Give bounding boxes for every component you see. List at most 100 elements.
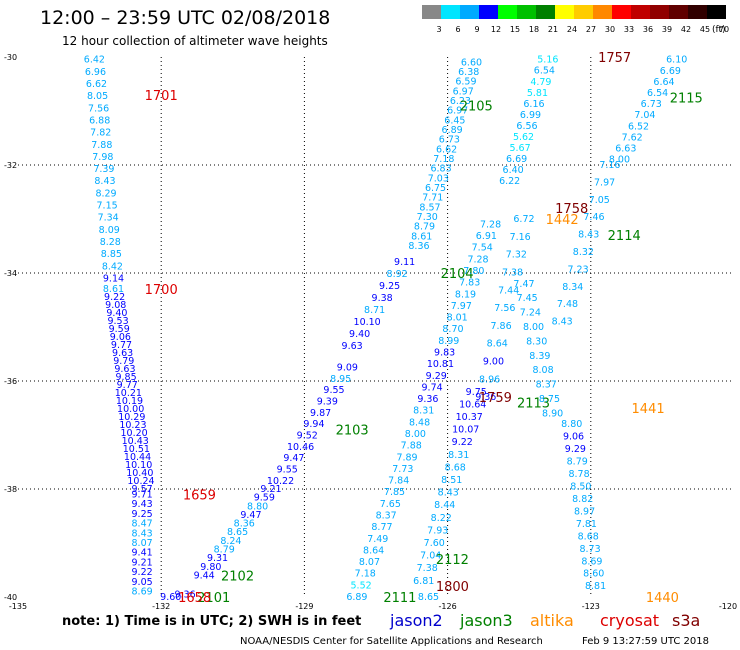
swh-value: 8.96 [479,374,500,385]
swh-value: 5.67 [509,143,530,154]
colorbar-swatch [574,5,593,19]
swh-value: 8.42 [102,261,123,272]
swh-value: 9.22 [104,292,125,303]
swh-value: 7.88 [401,441,422,452]
swh-value: 9.06 [110,332,131,343]
swh-value: 9.36 [475,392,496,403]
legend-s3a: s3a [672,611,700,630]
swh-value: 7.60 [424,538,445,549]
colorbar-swatch [422,5,441,19]
swh-value: 9.44 [194,570,215,581]
x-tick-label: -123 [582,602,600,611]
swh-value: 6.54 [534,66,555,77]
swh-value: 8.75 [539,394,560,405]
swh-value: 8.00 [609,155,630,166]
colorbar-swatch [707,5,726,19]
swh-value: 8.79 [214,544,235,555]
swh-value: 6.75 [425,183,446,194]
swh-value: 8.47 [132,519,153,530]
swh-value: 8.30 [526,336,547,347]
colorbar-label: 33 [624,25,634,34]
swh-value: 9.47 [283,453,304,464]
chart-title: 12:00 – 23:59 UTC 02/08/2018 [40,7,330,29]
swh-value: 6.89 [442,125,463,136]
swh-value: 7.83 [459,278,480,289]
pass-time-label: 2113 [517,397,550,412]
colorbar-label: 45 [700,25,710,34]
swh-value: 8.65 [227,527,248,538]
swh-value: 9.77 [117,380,138,391]
swh-value: 7.73 [392,464,413,475]
swh-value: 9.40 [349,329,370,340]
swh-value: 9.31 [207,553,228,564]
swh-value: 7.80 [463,266,484,277]
x-tick-label: -126 [439,602,457,611]
swh-value: 6.59 [455,77,476,88]
swh-value: 6.54 [647,88,668,99]
track-jason3-2112: 6.81 7.387.04 7.60 7.938.22 8.448.43 8.51 8.68… [413,387,487,587]
pass-time-label: 2111 [383,591,416,606]
colorbar-label: 24 [567,25,577,34]
swh-value: 7.04 [634,110,655,121]
swh-value: 7.97 [451,301,472,312]
swh-value: 7.28 [480,219,501,230]
swh-value: 7.97 [594,177,615,188]
pass-time-label: 1759 [479,391,512,406]
swh-value: 10.10 [354,317,381,328]
swh-value: 8.51 [441,475,462,486]
swh-value: 7.84 [388,476,409,487]
colorbar-label: 27 [586,25,596,34]
pass-time-label: 1658 [178,591,211,606]
pass-time-label: 1659 [183,488,216,503]
swh-value: 8.50 [570,482,591,493]
swh-value: 9.59 [109,324,130,335]
swh-value: 8.80 [561,419,582,430]
swh-value: 8.82 [572,494,593,505]
y-tick-label: -38 [4,485,17,494]
swh-value: 9.38 [372,293,393,304]
swh-value: 8.00 [405,429,426,440]
swh-value: 10.23 [119,420,146,431]
pass-time-label: 2115 [670,92,703,107]
plot-area: -30 -32 -34 -36 -38 -40-135 -132 -129 -126 -123 -1… [4,51,737,611]
swh-value: 7.65 [380,499,401,510]
swh-value: 8.95 [330,374,351,385]
colorbar-unit: (ft) [712,25,726,35]
colorbar-swatch [650,5,669,19]
track-s3a-1759: 8.80 9.069.29 8.798.78 8.508.828.97 7.818.68… [479,391,606,592]
colorbar-label: 6 [455,25,460,34]
swh-value: 8.79 [414,222,435,233]
pass-time-label: 1800 [436,580,469,595]
swh-value: 9.63 [342,341,363,352]
track-cryosat-1659: 9.719.439.258.478.438.079.419.219.229.05… [132,488,216,597]
colorbar-swatch [517,5,536,19]
swh-value: 6.89 [346,592,367,603]
track-s3a-1758: 7.47 7.45 7.24 8.00 8.30 8.39 8.08 8.37 8.75 8.90… [513,202,588,419]
x-tick-label: -132 [152,602,170,611]
swh-value: 8.08 [532,365,553,376]
legend-jason2: jason2 [389,611,443,630]
swh-value: 8.28 [100,237,121,248]
colorbar-label: 15 [510,25,520,34]
swh-value: 6.10 [666,55,687,66]
swh-value: 8.34 [562,282,583,293]
track-altika-1440: 1440 [646,591,679,606]
swh-value: 8.85 [101,249,122,260]
pass-time-label: 2112 [436,553,469,568]
swh-value: 8.07 [359,557,380,568]
x-tick-label: -129 [295,602,313,611]
swh-value: 10.64 [459,399,486,410]
swh-value: 6.96 [85,67,106,78]
swh-value: 9.83 [434,347,455,358]
swh-value: 8.22 [431,513,452,524]
swh-value: 7.04 [420,551,441,562]
swh-value: 8.36 [234,519,255,530]
colorbar-label: 36 [643,25,653,34]
colorbar-label: 21 [548,25,558,34]
footer-credit: NOAA/NESDIS Center for Satellite Applica… [240,636,543,647]
swh-value: 9.71 [132,489,153,500]
swh-value: 8.01 [447,313,468,324]
colorbar-swatch [479,5,498,19]
swh-value: 6.62 [436,144,457,155]
